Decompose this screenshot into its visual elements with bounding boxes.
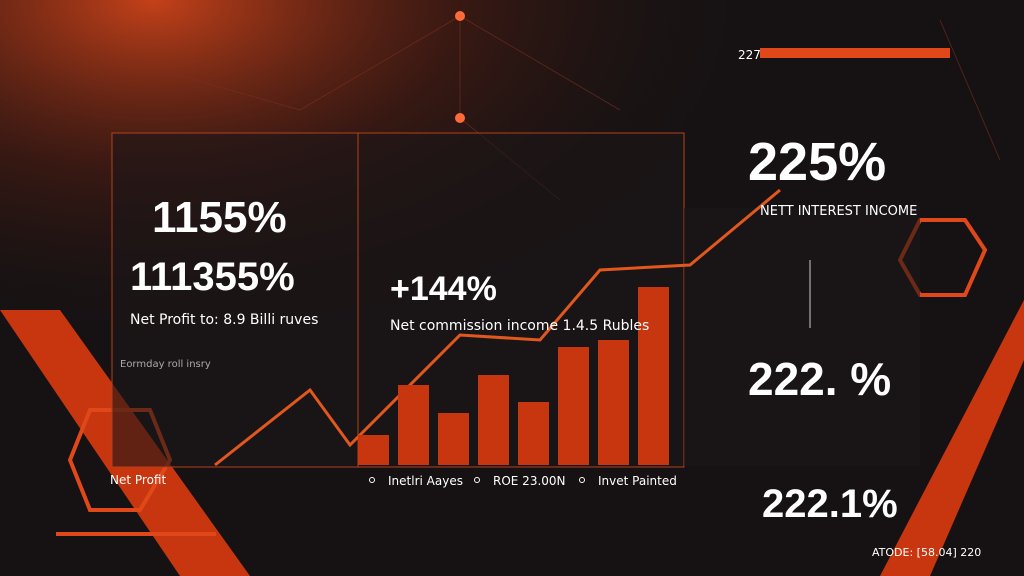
bar [438, 413, 469, 465]
node [455, 113, 465, 123]
headline: 1155% [152, 193, 287, 242]
node [455, 11, 465, 21]
subheadline: 111355% [130, 255, 295, 299]
accent-bar [56, 532, 216, 536]
metric: 222.1% [762, 482, 898, 526]
legend-marker [474, 477, 480, 483]
bar-chart [358, 287, 669, 465]
bar [358, 435, 389, 465]
bar [558, 347, 589, 465]
footer-code: ATODE: [58.04] 220 [872, 546, 981, 559]
legend-label: Invet Painted [598, 474, 677, 488]
stripe [880, 300, 1024, 576]
trend-line [214, 188, 781, 467]
bar [638, 287, 669, 465]
bar [518, 402, 549, 465]
bar [598, 340, 629, 465]
caption: Net commission income 1.4.5 Rubles [390, 318, 649, 334]
legend-label: ROE 23.00N [493, 474, 566, 488]
legend-marker [579, 477, 585, 483]
bar [398, 385, 429, 465]
caption: NETT INTEREST INCOME [760, 204, 917, 219]
top-code: 227 [738, 48, 761, 62]
bar [478, 375, 509, 465]
panel [684, 208, 920, 466]
caption: Net Profit to: 8.9 Billi ruves [130, 312, 318, 328]
headline: +144% [390, 270, 497, 308]
legend-label: Inetlri Aayes [388, 474, 463, 488]
note: Eormday roll insry [120, 359, 211, 370]
metric: 222. % [748, 353, 891, 405]
headline: 225% [748, 132, 886, 192]
legend: Inetlri Aayes ROE 23.00N Invet Painted [369, 474, 677, 488]
accent-bar [760, 48, 950, 58]
badge: Net Profit [110, 473, 166, 487]
legend-marker [369, 477, 375, 483]
